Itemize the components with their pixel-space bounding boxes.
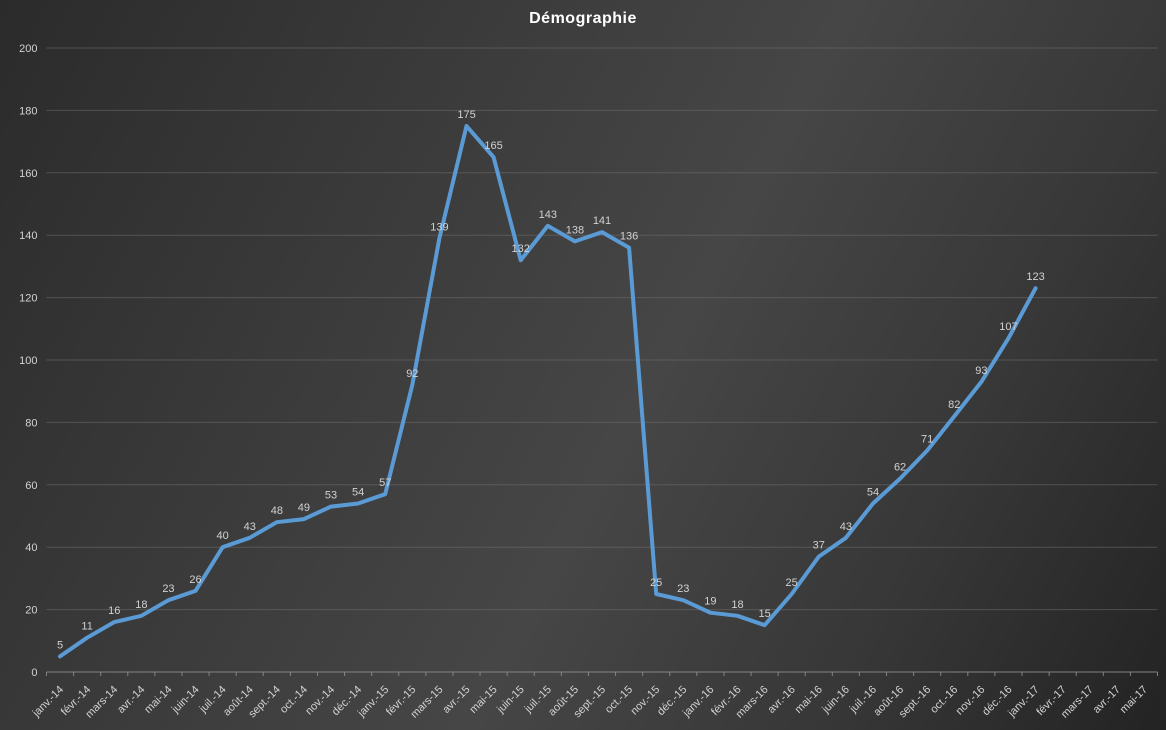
data-point-label: 132 [512,243,530,255]
x-axis-category-label: avr.-14 [115,684,147,716]
y-axis-tick-label: 160 [19,168,37,180]
data-point-label: 5 [57,639,63,651]
data-point-label: 48 [271,505,283,517]
data-point-label: 23 [677,583,689,595]
data-point-label: 43 [840,521,852,533]
data-point-label: 40 [217,530,229,542]
y-axis-tick-label: 80 [25,417,37,429]
x-axis-category-label: mai-17 [1118,684,1150,716]
y-axis-tick-label: 100 [19,355,37,367]
x-axis-category-label: juin-15 [494,684,527,717]
data-point-label: 175 [457,109,475,121]
data-point-label: 93 [975,365,987,377]
x-axis-category-label: avr.-16 [766,684,798,716]
data-point-label: 54 [352,487,364,499]
y-axis-tick-label: 20 [25,605,37,617]
data-point-label: 23 [162,583,174,595]
data-point-label: 15 [758,608,770,620]
data-point-label: 25 [786,577,798,589]
data-point-label: 53 [325,490,337,502]
data-point-label: 16 [108,605,120,617]
data-point-label: 37 [813,540,825,552]
y-axis-tick-label: 200 [19,43,37,55]
x-axis-category-label: avr.-17 [1091,684,1123,716]
y-axis-tick-label: 0 [31,667,37,679]
data-point-label: 49 [298,502,310,514]
data-point-label: 54 [867,487,879,499]
x-axis-category-label: avr.-15 [440,684,472,716]
x-axis-category-label: janv.-14 [30,684,66,720]
data-point-label: 139 [430,221,448,233]
y-axis-tick-label: 120 [19,293,37,305]
x-axis-category-label: mai-14 [142,684,174,716]
data-point-label: 138 [566,224,584,236]
x-axis-category-label: juin-16 [819,684,852,717]
data-point-label: 18 [135,599,147,611]
data-point-label: 136 [620,231,638,243]
data-point-label: 19 [704,596,716,608]
data-point-label: 25 [650,577,662,589]
data-point-label: 18 [731,599,743,611]
data-point-label: 62 [894,462,906,474]
data-point-label: 165 [484,140,502,152]
x-axis-category-label: mai-15 [467,684,499,716]
data-point-label: 123 [1026,271,1044,283]
x-axis-category-label: mai-16 [793,684,825,716]
y-axis-tick-label: 180 [19,105,37,117]
data-point-label: 71 [921,433,933,445]
data-series-line [58,124,1038,659]
chart-title: Démographie [529,10,637,27]
y-axis-tick-label: 140 [19,230,37,242]
data-point-label: 141 [593,215,611,227]
data-point-label: 57 [379,477,391,489]
data-point-label: 143 [539,209,557,221]
data-point-label: 92 [406,368,418,380]
x-axis-category-label: juin-14 [169,684,202,717]
y-axis-tick-label: 60 [25,480,37,492]
data-point-label: 26 [189,574,201,586]
data-point-label: 11 [81,621,92,633]
data-point-label: 82 [948,399,960,411]
y-axis-tick-label: 40 [25,542,37,554]
data-point-label: 107 [999,321,1017,333]
data-point-label: 43 [244,521,256,533]
